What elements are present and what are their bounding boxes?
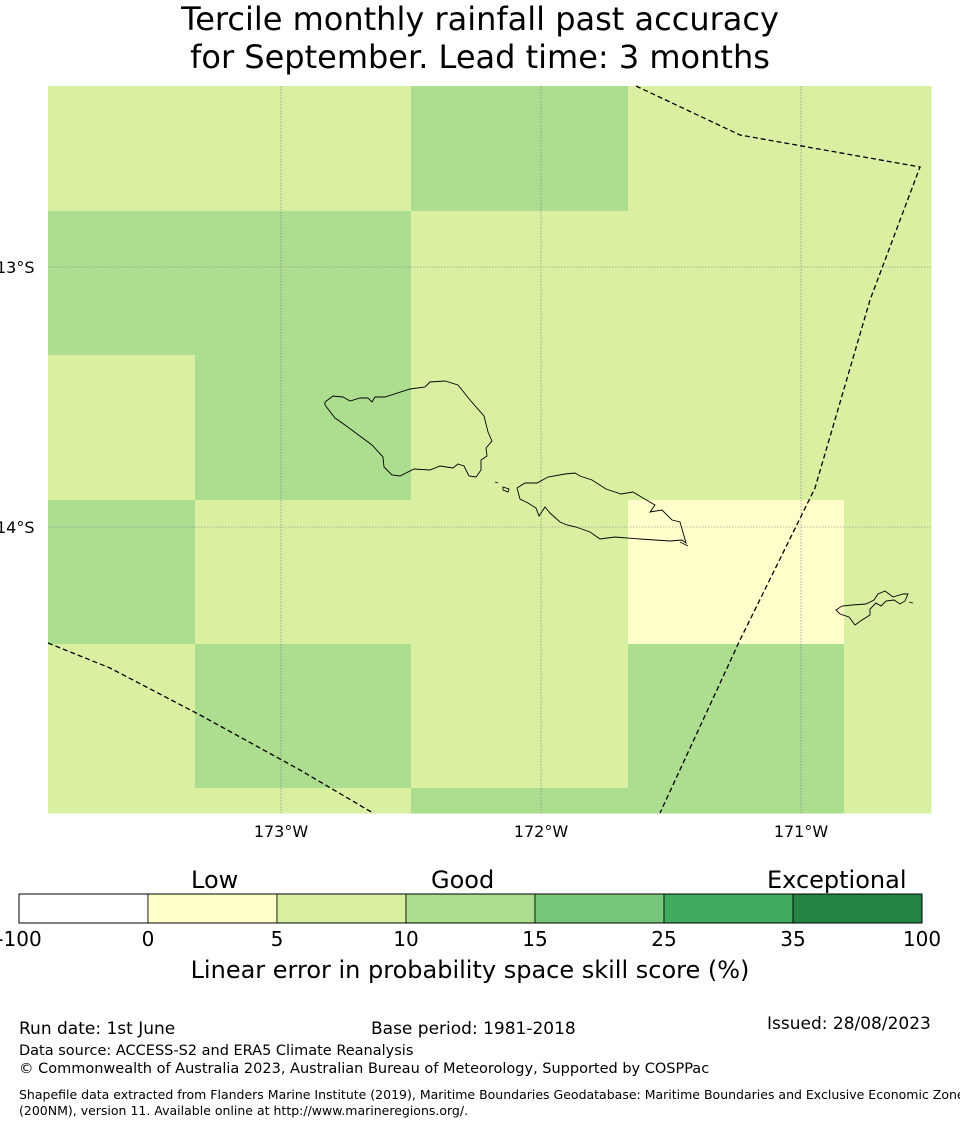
colorbar-tick-label: -100	[0, 927, 42, 951]
skill-cell-good-10-15	[628, 788, 845, 814]
skill-cell-good-5-10	[628, 355, 845, 501]
colorbar-tick-label: 5	[270, 927, 284, 951]
tutuila-island-outline	[835, 590, 909, 626]
skill-cell-good-5-10	[48, 355, 196, 501]
skill-cell-good-5-10	[411, 500, 629, 645]
colorbar-tick-label: 15	[522, 927, 548, 951]
colorbar-word-exceptional: Exceptional	[767, 866, 907, 894]
skill-cell-good-5-10	[281, 500, 412, 645]
colorbar-tick-label: 0	[141, 927, 155, 951]
skill-cell-good-5-10	[48, 86, 196, 212]
savaii-island-outline	[324, 380, 493, 478]
skill-cell-good-10-15	[411, 788, 629, 814]
colorbar-segment	[534, 893, 665, 924]
title-line-2: for September. Lead time: 3 months	[190, 38, 770, 76]
colorbar-label: Linear error in probability space skill …	[190, 956, 750, 984]
issued-date: Issued: 28/08/2023	[767, 1014, 931, 1034]
skill-cell-good-10-15	[281, 211, 412, 356]
lon-label-173w: 173°W	[253, 822, 309, 841]
map-title: Tercile monthly rainfall past accuracy f…	[0, 0, 960, 76]
skill-cell-good-5-10	[48, 644, 196, 789]
skill-cell-good-10-15	[628, 644, 845, 789]
colorbar-tick-label: 10	[393, 927, 419, 951]
aunuu-islet-outline	[908, 601, 914, 604]
skill-cell-good-5-10	[844, 86, 932, 212]
colorbar-frame	[18, 893, 923, 924]
eez-boundary-east	[635, 85, 921, 814]
shapefile-credit: Shapefile data extracted from Flanders M…	[19, 1087, 960, 1119]
manono-islet-outline	[502, 486, 510, 493]
coastlines	[324, 380, 914, 626]
lat-label-14s: 14°S	[0, 518, 35, 537]
colorbar-word-low: Low	[191, 866, 239, 894]
apolima-islet-outline	[494, 481, 499, 484]
skill-cell-good-5-10	[281, 86, 412, 212]
skill-cell-good-10-15	[195, 355, 282, 501]
skill-cell-good-10-15	[281, 644, 412, 789]
skill-cell-good-5-10	[844, 211, 932, 356]
skill-cell-good-5-10	[844, 644, 932, 789]
upolu-island-outline	[516, 472, 687, 545]
skill-cell-good-5-10	[628, 86, 845, 212]
skill-cell-good-10-15	[48, 211, 196, 356]
skill-cell-good-10-15	[281, 355, 412, 501]
colorbar-segment	[147, 893, 278, 924]
lat-label-13s: 13°S	[0, 258, 35, 277]
colorbar-tick-label: 100	[902, 927, 942, 951]
colorbar-tick-label: 25	[651, 927, 677, 951]
skill-cell-good-5-10	[844, 355, 932, 501]
skill-cell-good-5-10	[411, 644, 629, 789]
skill-cell-good-5-10	[195, 86, 282, 212]
maritime-boundaries	[47, 85, 921, 814]
lon-label-171w: 171°W	[773, 822, 829, 841]
colorbar-segment	[276, 893, 407, 924]
skill-cell-low-0-5	[628, 500, 845, 645]
skill-cell-good-10-15	[195, 211, 282, 356]
skill-cell-good-10-15	[48, 500, 196, 645]
skill-cell-good-5-10	[48, 788, 196, 814]
skill-cell-good-5-10	[195, 788, 282, 814]
colorbar-segment	[663, 893, 794, 924]
graticule	[48, 86, 931, 813]
skill-cell-good-10-15	[195, 644, 282, 789]
skill-cell-good-5-10	[844, 500, 932, 645]
skill-grid-cells	[48, 86, 932, 814]
skill-cell-good-5-10	[844, 788, 932, 814]
skill-cell-good-5-10	[281, 788, 412, 814]
skill-cell-good-5-10	[195, 500, 282, 645]
colorbar-segment	[405, 893, 536, 924]
colorbar-segment	[792, 893, 923, 924]
colorbar-word-good: Good	[431, 866, 495, 894]
copyright: © Commonwealth of Australia 2023, Austra…	[19, 1061, 710, 1077]
skill-cell-good-5-10	[411, 355, 629, 501]
title-line-1: Tercile monthly rainfall past accuracy	[181, 0, 779, 38]
lon-label-172w: 172°W	[513, 822, 569, 841]
base-period: Base period: 1981-2018	[371, 1019, 576, 1039]
run-date: Run date: 1st June	[19, 1019, 176, 1039]
shapefile-credit-line-2: (200NM), version 11. Available online at…	[19, 1103, 469, 1118]
skill-cell-good-10-15	[411, 86, 629, 212]
colorbar-tick-label: 35	[780, 927, 806, 951]
upolu-east-islet	[679, 541, 689, 547]
colorbar	[18, 893, 923, 924]
skill-cell-good-5-10	[628, 211, 845, 356]
colorbar-segment	[18, 893, 149, 924]
data-source: Data source: ACCESS-S2 and ERA5 Climate …	[19, 1043, 414, 1059]
eez-boundary-southwest	[47, 642, 374, 814]
shapefile-credit-line-1: Shapefile data extracted from Flanders M…	[19, 1087, 960, 1102]
skill-cell-good-5-10	[411, 211, 629, 356]
